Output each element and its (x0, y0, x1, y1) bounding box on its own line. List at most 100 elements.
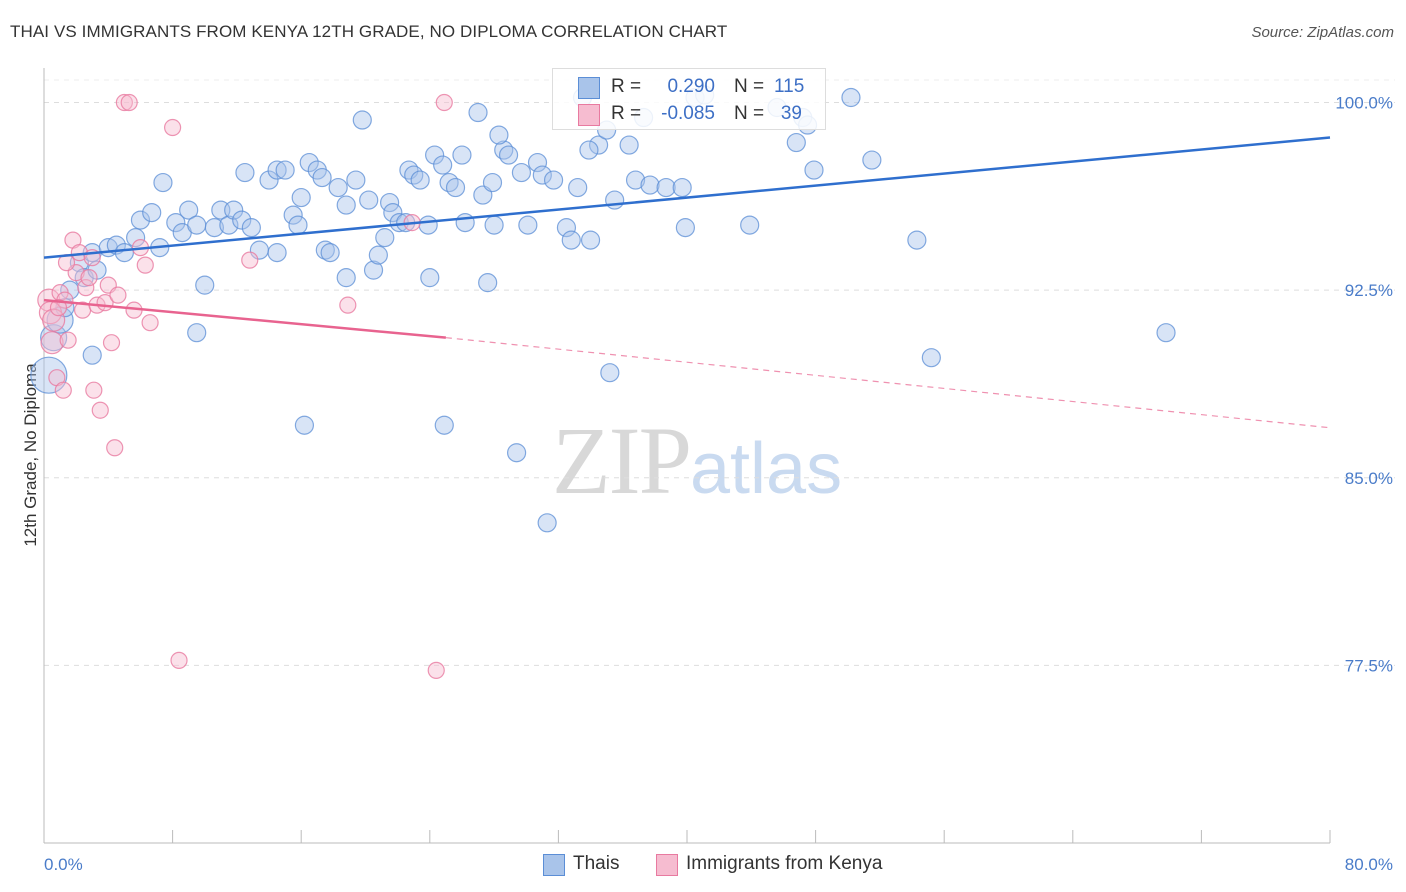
kenya-point (42, 308, 66, 332)
thais-point (204, 218, 224, 238)
thais-point (672, 177, 692, 198)
thais-point (363, 260, 384, 280)
thais-point (445, 177, 466, 198)
thais-point (294, 415, 315, 435)
kenya-legend-swatch (656, 854, 678, 876)
chart-title: THAI VS IMMIGRANTS FROM KENYA 12TH GRADE… (10, 22, 728, 41)
series-legend: Thais Immigrants from Kenya (0, 853, 1406, 877)
thais-point (224, 200, 244, 220)
thais-point (142, 202, 162, 223)
kenya-point (435, 93, 453, 112)
kenya-point (49, 299, 68, 317)
thais-point (561, 230, 581, 250)
watermark-zip: ZIP (552, 407, 692, 514)
kenya-point (115, 93, 133, 112)
thais-point (452, 145, 472, 165)
r-label: R = (611, 76, 642, 97)
thais-point (288, 215, 308, 235)
thais-point (291, 187, 311, 208)
thais-point (786, 132, 806, 153)
kenya-point (59, 331, 77, 349)
thais-point (259, 170, 279, 190)
legend-row-kenya: R = -0.085 N = 39 (553, 100, 825, 130)
thais-point (862, 150, 882, 170)
thais-point (166, 212, 186, 233)
kenya-point (164, 118, 182, 137)
kenya-point (170, 651, 188, 669)
trend-lines (43, 136, 1331, 429)
kenya-point (120, 93, 138, 112)
thais-point (468, 102, 488, 123)
legend-row-thais: R = 0.290 N = 115 (553, 73, 825, 103)
thais-point (352, 110, 372, 130)
tick-labels: 77.5% 85.0% 92.5% 100.0% 0.0% 80.0% (44, 94, 1393, 874)
thais-point (153, 172, 173, 193)
thais-point (114, 243, 134, 263)
thais-point (312, 167, 332, 188)
y-tick-label: 92.5% (1345, 281, 1393, 300)
n-value: 39 (780, 103, 802, 124)
kenya-point (141, 314, 159, 332)
axes (43, 68, 1331, 844)
thais-point (187, 323, 207, 343)
thais-point (383, 202, 403, 223)
y-tick-label: 77.5% (1345, 656, 1393, 675)
thais-point (267, 160, 287, 180)
thais-point (740, 215, 760, 235)
legend-label-thais: Thais (573, 853, 620, 874)
y-tick-label: 85.0% (1345, 469, 1393, 488)
thais-point (605, 190, 625, 210)
thais-point (527, 152, 548, 173)
thais-point (336, 268, 356, 288)
kenya-trend-line (43, 298, 446, 339)
r-value: -0.085 (661, 103, 715, 124)
thais-point (568, 177, 588, 198)
thais-point (588, 135, 609, 155)
kenya-point (109, 286, 127, 304)
thais-point (235, 162, 255, 183)
thais-point (518, 215, 538, 235)
thais-point (299, 152, 319, 173)
thais-point (346, 170, 366, 190)
kenya-point (54, 381, 72, 399)
thais-point (507, 443, 527, 463)
kenya-points (37, 93, 453, 679)
thais-point (241, 218, 261, 238)
thais-point (359, 190, 379, 210)
thais-point (600, 363, 620, 383)
thais-point (907, 230, 927, 250)
thais-point (126, 228, 146, 248)
thais-point (556, 218, 577, 238)
thais-point (433, 155, 453, 175)
thais-trend-line (43, 136, 1331, 259)
thais-point (420, 268, 440, 288)
thais-point (328, 177, 348, 198)
thais-point (478, 273, 498, 293)
thais-point (579, 140, 599, 160)
kenya-point (102, 334, 121, 352)
thais-point (537, 513, 557, 533)
kenya-point (241, 251, 259, 269)
thais-point (179, 200, 199, 220)
thais-point (841, 87, 861, 108)
thais-point (275, 160, 295, 180)
thais-point (425, 145, 445, 165)
thais-point (283, 205, 303, 225)
kenya-point (427, 661, 445, 679)
thais-point (489, 125, 509, 145)
thais-point (195, 275, 215, 295)
x-tick-label: 0.0% (44, 855, 83, 874)
correlation-legend: R = 0.290 N = 115 R = -0.085 N = 39 (552, 68, 826, 130)
thais-point (375, 228, 395, 248)
thais-point (130, 210, 151, 230)
thais-point (498, 145, 519, 165)
kenya-point (77, 279, 95, 297)
watermark-atlas: atlas (690, 429, 843, 509)
y-tick-label: 100.0% (1335, 94, 1393, 113)
source-label[interactable]: Source: ZipAtlas.com (1251, 24, 1394, 41)
thais-point (675, 218, 695, 238)
kenya-swatch (578, 104, 600, 126)
kenya-point (91, 401, 109, 419)
r-value: 0.290 (667, 76, 715, 97)
thais-point (219, 215, 239, 235)
